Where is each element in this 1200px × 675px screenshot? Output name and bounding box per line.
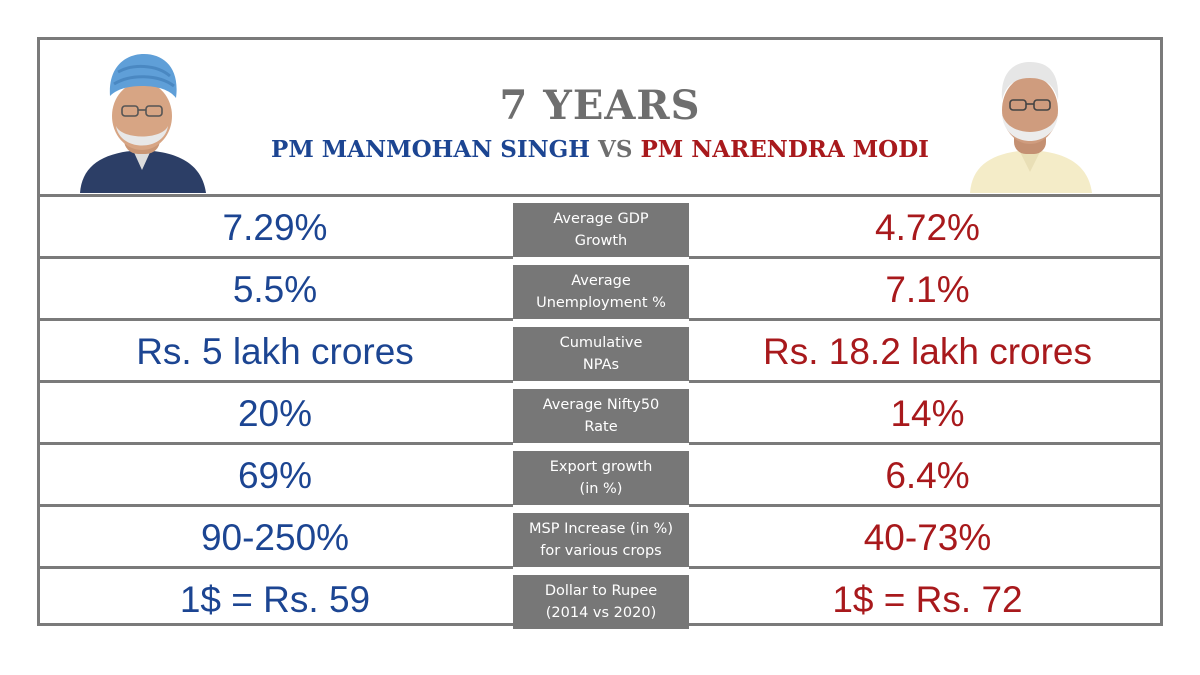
metric-label-line: Growth xyxy=(574,233,628,249)
metric-label-line: for various crops xyxy=(540,543,662,559)
right-value: Rs. 18.2 lakh crores xyxy=(762,331,1093,372)
metric-label: Export growth (in %) xyxy=(513,451,689,505)
manmohan-singh-portrait xyxy=(80,54,206,193)
versus-label: VS xyxy=(598,136,633,163)
row-divider xyxy=(689,442,1160,445)
metric-label: Average Unemployment % xyxy=(513,265,689,319)
left-value: 90-250% xyxy=(200,517,350,558)
left-value: 7.29% xyxy=(222,207,328,248)
metric-label: MSP Increase (in %) for various crops xyxy=(513,513,689,567)
row-divider xyxy=(40,504,513,507)
right-value: 7.1% xyxy=(885,269,970,310)
comparison-card: 7 YEARS PM MANMOHAN SINGH VS PM NARENDRA… xyxy=(37,37,1163,629)
left-value: 1$ = Rs. 59 xyxy=(179,579,371,620)
table-row: 7.29% Average GDP Growth 4.72% xyxy=(40,197,1160,259)
left-value: 20% xyxy=(237,393,313,434)
page-title: 7 YEARS xyxy=(499,82,701,129)
row-divider xyxy=(40,380,513,383)
table-row: 5.5% Average Unemployment % 7.1% xyxy=(40,259,1160,321)
metric-label-line: Dollar to Rupee xyxy=(544,583,658,599)
right-leader-name: PM NARENDRA MODI xyxy=(640,136,929,163)
comparison-table: 7.29% Average GDP Growth 4.72% 5.5% Aver… xyxy=(40,197,1160,631)
metric-label: Dollar to Rupee (2014 vs 2020) xyxy=(513,575,689,629)
right-value: 1$ = Rs. 72 xyxy=(832,579,1023,620)
left-value: 69% xyxy=(237,455,313,496)
row-divider xyxy=(40,256,513,259)
left-leader-name: PM MANMOHAN SINGH xyxy=(271,136,591,163)
table-row: 69% Export growth (in %) 6.4% xyxy=(40,445,1160,507)
row-divider xyxy=(689,566,1160,569)
metric-label: Average GDP Growth xyxy=(513,203,689,257)
table-row: 1$ = Rs. 59 Dollar to Rupee (2014 vs 202… xyxy=(40,569,1160,631)
metric-label-line: NPAs xyxy=(582,357,620,373)
metric-label-line: (2014 vs 2020) xyxy=(545,605,657,621)
metric-label-line: Cumulative xyxy=(559,335,643,351)
row-divider xyxy=(689,318,1160,321)
metric-label-line: (in %) xyxy=(579,481,623,497)
right-value: 4.72% xyxy=(875,207,980,248)
metric-label-line: Average Nifty50 xyxy=(542,397,660,413)
row-divider xyxy=(689,256,1160,259)
metric-label-line: Average xyxy=(571,273,631,289)
table-row: 90-250% MSP Increase (in %) for various … xyxy=(40,507,1160,569)
page-subtitle: PM MANMOHAN SINGH VS PM NARENDRA MODI xyxy=(40,136,1160,163)
metric-label-line: Average GDP xyxy=(553,211,649,227)
metric-label: Average Nifty50 Rate xyxy=(513,389,689,443)
metric-label-line: Unemployment % xyxy=(536,295,666,311)
row-divider xyxy=(689,504,1160,507)
narendra-modi-portrait xyxy=(970,62,1092,193)
metric-label: Cumulative NPAs xyxy=(513,327,689,381)
right-value: 6.4% xyxy=(885,455,970,496)
row-divider xyxy=(40,566,513,569)
metric-label-line: Rate xyxy=(584,419,618,435)
header: 7 YEARS PM MANMOHAN SINGH VS PM NARENDRA… xyxy=(40,40,1160,195)
left-value: 5.5% xyxy=(232,269,318,310)
row-divider xyxy=(40,318,513,321)
metric-label-line: MSP Increase (in %) xyxy=(529,521,673,537)
right-value: 40-73% xyxy=(863,517,992,558)
table-row: 20% Average Nifty50 Rate 14% xyxy=(40,383,1160,445)
header-divider xyxy=(40,194,1160,197)
metric-label-line: Export growth xyxy=(549,459,653,475)
right-value: 14% xyxy=(890,393,965,434)
row-divider xyxy=(40,442,513,445)
table-row: Rs. 5 lakh crores Cumulative NPAs Rs. 18… xyxy=(40,321,1160,383)
row-divider xyxy=(689,380,1160,383)
left-value: Rs. 5 lakh crores xyxy=(136,331,414,372)
